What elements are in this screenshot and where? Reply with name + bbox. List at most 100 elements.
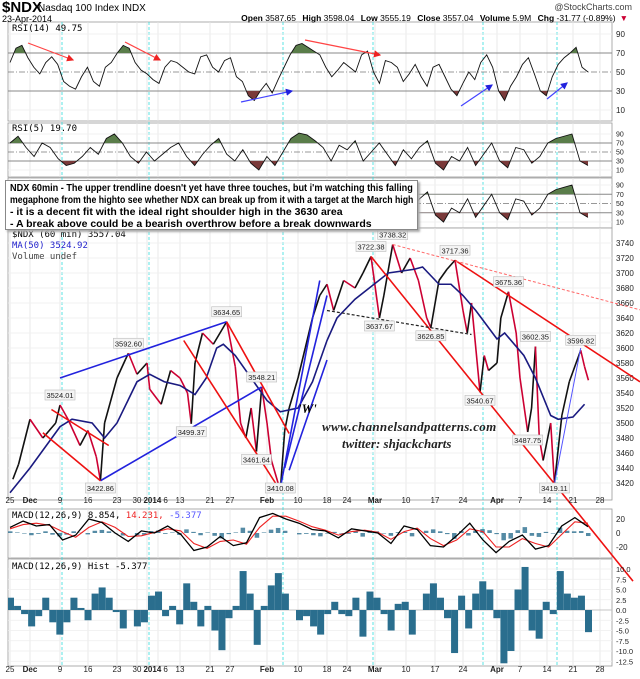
price-label: 3634.65: [213, 308, 240, 317]
hist-legend: MACD(12,26,9) Hist -5.377: [12, 562, 148, 572]
y-tick-label: 50: [616, 68, 625, 77]
price-label-box: [539, 482, 570, 494]
macd-hist-bar: [57, 533, 62, 537]
hist-bar: [429, 583, 437, 610]
price-segment: [362, 256, 372, 274]
macd-legend: MACD(12,26,9) 8.854, 14.231, -5.377: [12, 511, 202, 521]
change-label: Chg: [537, 13, 555, 23]
hist-tick-label: 0.0: [616, 606, 626, 615]
price-segment: [466, 302, 473, 334]
price-tick-label: 3500: [616, 419, 634, 428]
rsi5-legend: RSI(5) 19.70: [12, 124, 78, 134]
x-tick-label: 16: [84, 665, 93, 674]
macd-hist-bar: [297, 533, 302, 535]
price-label: 3422.86: [87, 484, 114, 493]
price-segment: [370, 256, 381, 319]
macd-hist-bar: [212, 533, 217, 536]
trendline-red: [370, 255, 634, 582]
x-tick-label: 28: [596, 496, 605, 505]
hist-bar: [162, 610, 170, 617]
x-tick-label: 17: [431, 496, 440, 505]
hist-bar: [218, 610, 226, 651]
x-tick-label: Mar: [368, 665, 382, 674]
macd-hist-bar: [15, 532, 20, 533]
x-tick-label: 23: [113, 496, 122, 505]
price-label-box: [246, 371, 278, 383]
price-label-box: [520, 331, 551, 342]
x-tick-label: 21: [569, 496, 578, 505]
macd-hist-bar: [466, 533, 471, 536]
x-tick-label: 27: [226, 496, 235, 505]
hist-bar: [183, 583, 191, 610]
trendline-bluethin: [553, 347, 582, 484]
macd-hist-bar: [311, 533, 316, 536]
price-legend: $NDX (60 min) 3557.04: [12, 230, 126, 240]
macd-hist-bar: [487, 530, 492, 533]
price-segment: [549, 422, 556, 484]
macd-hist-bar: [226, 533, 232, 535]
hist-bar: [563, 593, 571, 610]
macd-hist-bar: [282, 530, 288, 533]
price-segment: [79, 430, 89, 446]
macd-line: [9, 512, 589, 554]
hist-bar: [176, 610, 184, 625]
hist-bar: [281, 593, 289, 610]
macd-hist-bar: [578, 531, 584, 533]
price-label-box: [211, 306, 242, 318]
price-segment: [95, 456, 102, 481]
hist-bar: [373, 597, 381, 610]
y-tick-label: 70: [616, 141, 624, 148]
close-value: 3557.04: [442, 13, 474, 23]
hist-bar: [84, 610, 92, 621]
price-label: 3487.75: [514, 436, 541, 445]
price-segment: [186, 392, 193, 424]
macd-value: MACD(12,26,9) 8.854,: [12, 511, 121, 521]
price-segment: [507, 291, 517, 334]
price-segment: [194, 332, 204, 364]
open-label: Open: [241, 13, 263, 23]
macd-hist-bar: [501, 533, 506, 541]
price-segment: [29, 418, 44, 439]
hist-bar: [401, 601, 409, 610]
hist-series: [8, 566, 592, 664]
hist-bar: [253, 610, 261, 645]
x-tick-label: Dec: [23, 665, 38, 674]
hist-bar: [387, 610, 395, 631]
price-segment: [519, 377, 529, 433]
hist-bar: [317, 610, 325, 635]
hist-tick-label: -7.5: [616, 637, 629, 646]
hist-bar: [542, 601, 550, 610]
macd-tick-label: 20: [616, 515, 625, 524]
hist-bar: [556, 571, 564, 610]
price-tick-label: 3620: [616, 329, 634, 338]
price-label: 3738.32: [379, 231, 406, 240]
rsi-rsi14: [9, 43, 589, 102]
hist-bar: [119, 610, 127, 629]
price-segment: [12, 463, 20, 480]
rsi-rsi5: [9, 132, 589, 171]
macd-series: [8, 512, 591, 554]
trendline-blue: [288, 359, 328, 471]
hist-tick-label: 2.5: [616, 596, 626, 605]
hist-bar: [380, 610, 388, 615]
hist-bar: [394, 603, 402, 610]
price-tick-label: 3700: [616, 269, 634, 278]
hist-bar: [451, 610, 459, 654]
macd-hist-bar: [22, 533, 27, 534]
price-label-box: [113, 337, 144, 349]
price-tick-label: 3740: [616, 239, 634, 248]
hist-bar: [105, 597, 113, 610]
price-tick-label: 3420: [616, 479, 634, 488]
y-tick-label: 10: [616, 220, 624, 227]
price-segment: [500, 291, 510, 319]
macd-hist-bar: [423, 530, 429, 533]
price-segment: [383, 244, 394, 296]
macd-hist-bar: [170, 532, 175, 533]
macd-hist-bar: [304, 533, 309, 534]
price-label-box: [44, 389, 76, 401]
x-tick-label: 18: [323, 496, 332, 505]
blue-divergence-arrow: [240, 88, 294, 103]
x-tick-label: 6: [163, 665, 168, 674]
price-tick-label: 3520: [616, 404, 634, 413]
x-tick-label: Dec: [23, 496, 38, 505]
